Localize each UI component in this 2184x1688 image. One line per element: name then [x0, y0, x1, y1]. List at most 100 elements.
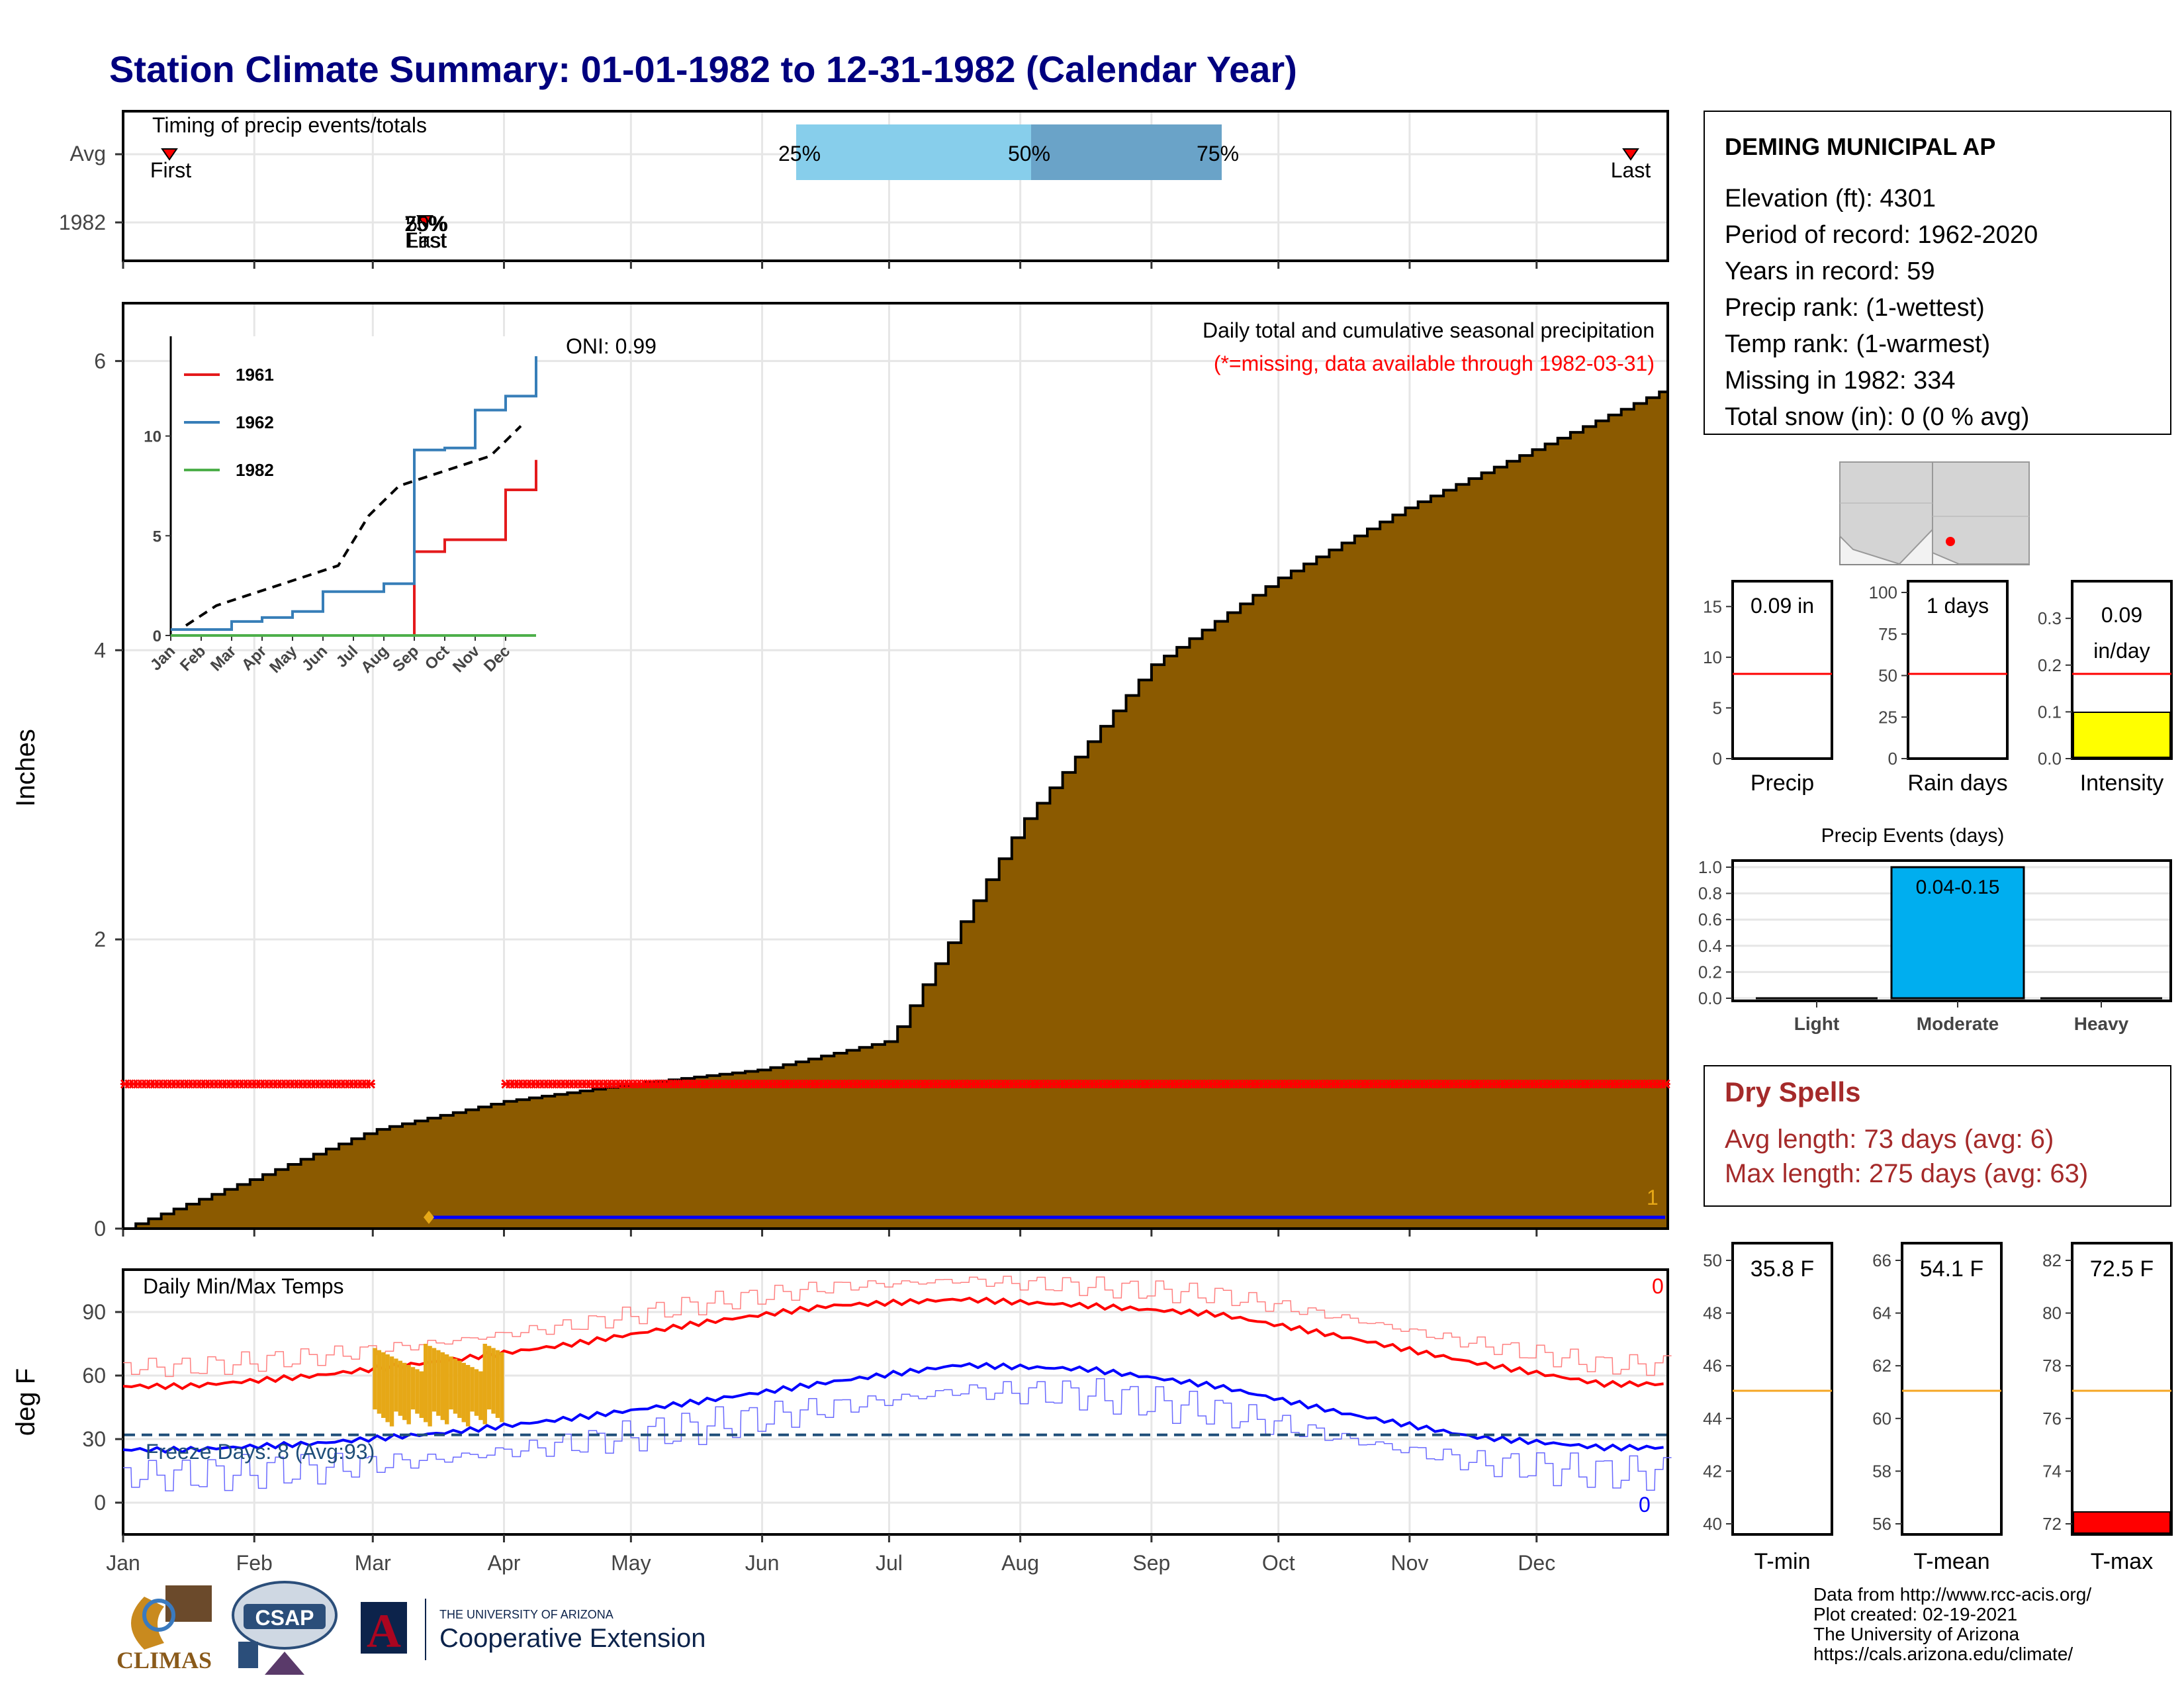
raindays-mini-value: 1 days	[1927, 594, 1989, 618]
tbar-y-tick-label: 50	[1703, 1250, 1722, 1270]
daily-range-bar	[373, 1348, 377, 1410]
temp-y-tick-label: 60	[82, 1364, 106, 1387]
intensity-mini-value: 0.09	[2101, 603, 2142, 627]
daily-range-bar	[381, 1352, 386, 1418]
avg-last-label: Last	[1611, 158, 1651, 182]
inset-y-tick-label: 5	[153, 528, 161, 545]
month-label-jul: Jul	[876, 1551, 903, 1575]
mini-y-tick-label: 5	[1713, 698, 1722, 718]
daily-range-bar	[491, 1348, 496, 1414]
events-y-tick-label: 1.0	[1698, 857, 1722, 877]
inset-legend-label: 1961	[236, 365, 274, 385]
mini-y-tick-label: 0	[1888, 749, 1897, 769]
tbar-y-tick-label: 42	[1703, 1461, 1722, 1481]
y1982-pct50: 50%	[406, 212, 448, 236]
avg-min-temp-line	[122, 1362, 1664, 1454]
ua-block-a: A	[367, 1605, 401, 1658]
timing-row-1982: 1982	[59, 211, 106, 234]
mini-y-tick-label: 0.3	[2038, 608, 2062, 628]
tbar-y-tick-label: 40	[1703, 1514, 1722, 1534]
daily-range-bar	[500, 1352, 504, 1423]
precip-y-tick-label: 4	[94, 638, 106, 662]
daily-range-bar	[385, 1354, 390, 1423]
precip-y-tick-label: 0	[94, 1217, 106, 1241]
footer-credits: Data from http://www.rcc-acis.org/ Plot …	[1813, 1584, 2091, 1664]
tmean-value: 54.1 F	[1920, 1256, 1983, 1282]
station-location-dot	[1946, 537, 1955, 546]
month-label-sep: Sep	[1132, 1551, 1170, 1575]
intensity-mini-unit: in/day	[2093, 639, 2150, 663]
month-label-may: May	[611, 1551, 651, 1575]
events-y-tick-label: 0.0	[1698, 988, 1722, 1008]
tbar-y-tick-label: 60	[1872, 1409, 1891, 1429]
tbar-y-tick-label: 66	[1872, 1250, 1891, 1270]
tmax-frame	[2071, 1242, 2173, 1536]
record-min-line	[123, 1378, 1672, 1491]
daily-range-bar	[436, 1350, 441, 1416]
tbar-y-tick-label: 46	[1703, 1356, 1722, 1376]
temp-caption: Daily Min/Max Temps	[143, 1274, 343, 1298]
missing-day-marker	[1661, 1079, 1670, 1089]
missing-note: (*=missing, data available through 1982-…	[1214, 352, 1655, 375]
locator-map	[1839, 461, 2030, 565]
precip-count-label: 1	[1647, 1186, 1659, 1209]
events-y-tick-label: 0.6	[1698, 910, 1722, 929]
dry-spells-avg: Avg length: 73 days (avg: 6)	[1725, 1125, 2054, 1154]
avg-first-marker	[161, 148, 178, 161]
station-snow: Total snow (in): 0 (0 % avg)	[1725, 403, 2029, 431]
y1982-marker	[416, 215, 433, 228]
daily-range-bar	[465, 1365, 471, 1427]
tbar-y-tick-label: 74	[2042, 1461, 2062, 1481]
month-label-jan: Jan	[106, 1551, 140, 1575]
avg-first-label: First	[150, 158, 191, 182]
tmax-count: 0	[1652, 1274, 1664, 1298]
inset-y-tick-label: 0	[153, 628, 161, 645]
daily-range-bar	[415, 1369, 420, 1414]
events-bar-moderate	[1890, 866, 2025, 1000]
month-label-mar: Mar	[355, 1551, 391, 1575]
quartile-50-75-bar	[1031, 124, 1222, 180]
tbar-y-tick-label: 82	[2042, 1250, 2062, 1270]
events-y-tick-label: 0.4	[1698, 936, 1722, 956]
tmean-frame	[1901, 1242, 2003, 1536]
tmin-label: T-min	[1754, 1549, 1811, 1574]
events-title: Precip Events (days)	[1821, 825, 2005, 847]
mini-y-tick-label: 0.1	[2038, 702, 2062, 722]
daily-range-bar	[377, 1350, 382, 1414]
avg-last-marker	[1622, 148, 1639, 161]
tmax-value: 72.5 F	[2090, 1256, 2154, 1282]
daily-range-bar	[432, 1348, 437, 1412]
daily-range-bar	[440, 1352, 445, 1421]
ua-small-text: THE UNIVERSITY OF ARIZONA	[439, 1608, 614, 1621]
tbar-y-tick-label: 80	[2042, 1303, 2062, 1323]
tmin-count: 0	[1639, 1493, 1651, 1517]
temp-panel: Daily Min/Max Temps Freeze Days: 8 (Avg:…	[11, 1268, 1672, 1575]
precip-y-axis-label: Inches	[11, 729, 40, 807]
climas-logo: CLIMAS	[116, 1585, 212, 1673]
daily-range-bar	[424, 1344, 428, 1423]
pct-25-label: 25%	[778, 142, 821, 165]
timing-panel: Timing of precip events/totals Avg 1982 …	[59, 110, 1669, 269]
footer-line-4: https://cals.arizona.edu/climate/	[1813, 1644, 2073, 1664]
events-bar-value-label: 0.04-0.15	[1916, 876, 2000, 898]
intensity-mini-bar	[2073, 712, 2171, 758]
ua-cooperative-extension: Cooperative Extension	[439, 1624, 705, 1653]
mini-y-tick-label: 15	[1703, 596, 1722, 616]
daily-range-bar	[410, 1367, 416, 1410]
daily-range-bar	[486, 1346, 492, 1410]
events-category-label: Moderate	[1917, 1013, 1999, 1034]
daily-range-bar	[482, 1344, 487, 1425]
raindays-mini-frame	[1907, 580, 2009, 760]
tmax-label: T-max	[2091, 1549, 2153, 1574]
daily-range-bar	[495, 1350, 500, 1418]
daily-range-bar	[428, 1346, 432, 1427]
station-period: Period of record: 1962-2020	[1725, 221, 2038, 249]
daily-range-bar	[394, 1358, 398, 1412]
precip-caption: Daily total and cumulative seasonal prec…	[1203, 318, 1655, 342]
temperature-summary-bars: 35.8 F T-min 54.1 F T-mean 72.5 F T-max …	[1703, 1242, 2173, 1574]
mini-y-tick-label: 0.0	[2038, 749, 2062, 769]
temp-y-axis-label: deg F	[11, 1368, 40, 1436]
dry-spells-box: Dry Spells Avg length: 73 days (avg: 6) …	[1704, 1065, 2171, 1207]
